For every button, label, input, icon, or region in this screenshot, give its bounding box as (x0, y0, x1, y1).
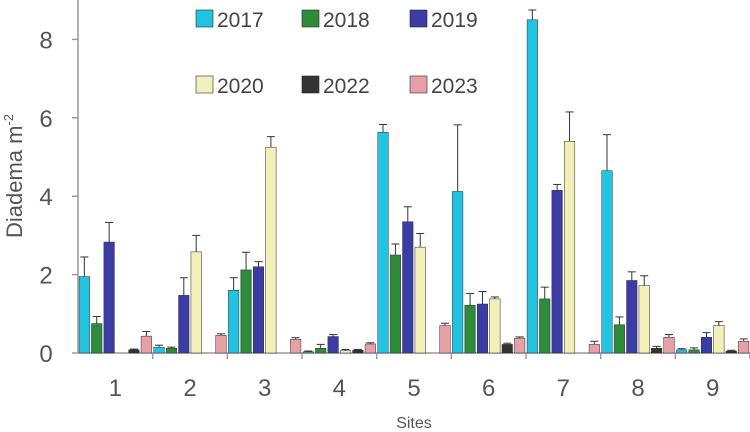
bar-2019-site-2 (178, 295, 190, 354)
bars (78, 19, 750, 354)
legend-label-2023: 2023 (431, 75, 478, 98)
bar-2022-site-6 (501, 344, 513, 354)
x-ticks: 1 2 3 4 5 6 7 8 9 (109, 353, 750, 402)
bar-2020-site-4 (340, 350, 352, 354)
y-tick-label: 6 (39, 106, 52, 133)
legend-swatch-2018 (301, 9, 320, 28)
error-bars (80, 9, 748, 352)
bar-2023-site-9 (738, 340, 750, 354)
bar-2019-site-4 (327, 336, 339, 354)
bar-2023-site-1 (140, 335, 152, 354)
legend-swatch-2020 (195, 75, 214, 94)
bar-2022-site-8 (651, 348, 663, 354)
legend-label-2017: 2017 (217, 9, 264, 32)
bar-2020-site-8 (638, 285, 650, 354)
bar-2019-site-1 (103, 241, 115, 354)
bar-2022-site-9 (725, 350, 737, 354)
x-tick-label: 2 (183, 375, 196, 402)
bar-2023-site-5 (439, 325, 451, 354)
x-tick-label: 4 (333, 375, 346, 402)
bar-2017-site-3 (228, 290, 240, 354)
y-tick-label: 2 (39, 263, 52, 290)
x-axis-title: Sites (396, 415, 432, 432)
bar-2019-site-3 (252, 266, 264, 354)
bar-2020-site-9 (713, 325, 725, 354)
bar-2022-site-4 (352, 350, 364, 354)
bar-2018-site-5 (389, 254, 401, 354)
legend: 2017 2018 2019 2020 2022 2023 (195, 9, 478, 98)
bar-2020-site-5 (414, 246, 426, 354)
bar-2023-site-4 (364, 343, 376, 354)
bar-2019-site-7 (551, 190, 563, 354)
legend-swatch-2023 (409, 75, 428, 94)
legend-label-2019: 2019 (431, 9, 478, 32)
bar-2018-site-9 (688, 349, 700, 354)
y-axis-title: Diadema m-2 (1, 114, 27, 238)
bar-2020-site-6 (489, 298, 501, 354)
bar-2019-site-6 (476, 303, 488, 354)
x-tick-label: 9 (706, 375, 719, 402)
bar-2018-site-2 (165, 348, 177, 354)
bar-2019-site-8 (626, 280, 638, 354)
y-axis-title-text: Diadema m (2, 126, 27, 238)
legend-swatch-2017 (195, 9, 214, 28)
legend-swatch-2019 (409, 9, 428, 28)
x-tick-label: 1 (109, 375, 122, 402)
bar-2017-site-9 (676, 349, 688, 354)
bar-2018-site-6 (464, 304, 476, 354)
bar-2017-site-2 (153, 346, 165, 354)
y-tick-label: 4 (39, 184, 52, 211)
y-ticks: 0 2 4 6 8 (39, 27, 78, 368)
bar-2023-site-8 (663, 337, 675, 354)
bar-2018-site-4 (315, 348, 327, 354)
x-tick-label: 6 (482, 375, 495, 402)
bar-2018-site-1 (91, 323, 103, 354)
bar-2017-site-1 (78, 276, 90, 354)
bar-2017-site-7 (526, 19, 538, 354)
bar-2023-site-6 (514, 337, 526, 354)
y-tick-label: 0 (39, 341, 52, 368)
bar-2020-site-7 (564, 141, 576, 354)
x-tick-label: 7 (557, 375, 570, 402)
bar-2023-site-2 (215, 335, 227, 354)
legend-swatch-2022 (301, 75, 320, 94)
legend-label-2018: 2018 (323, 9, 370, 32)
axes (77, 0, 750, 354)
bar-2023-site-7 (588, 344, 600, 354)
bar-2023-site-3 (290, 339, 302, 354)
bar-2019-site-9 (700, 337, 712, 354)
bar-2017-site-8 (601, 170, 613, 354)
y-tick-label: 8 (39, 27, 52, 54)
y-axis-title-superscript: -2 (1, 114, 16, 126)
bar-2020-site-3 (265, 146, 277, 354)
bar-2020-site-2 (190, 251, 202, 354)
bar-2017-site-4 (302, 351, 314, 354)
bar-2017-site-5 (377, 132, 389, 354)
legend-label-2022: 2022 (323, 75, 370, 98)
bar-2018-site-7 (539, 298, 551, 354)
bar-2018-site-3 (240, 269, 252, 354)
legend-label-2020: 2020 (217, 75, 264, 98)
bar-2018-site-8 (613, 324, 625, 354)
x-tick-label: 3 (258, 375, 271, 402)
x-tick-label: 8 (631, 375, 644, 402)
bar-2019-site-5 (402, 221, 414, 354)
bar-2017-site-6 (452, 191, 464, 354)
bar-2022-site-1 (128, 349, 140, 354)
x-tick-label: 5 (407, 375, 420, 402)
